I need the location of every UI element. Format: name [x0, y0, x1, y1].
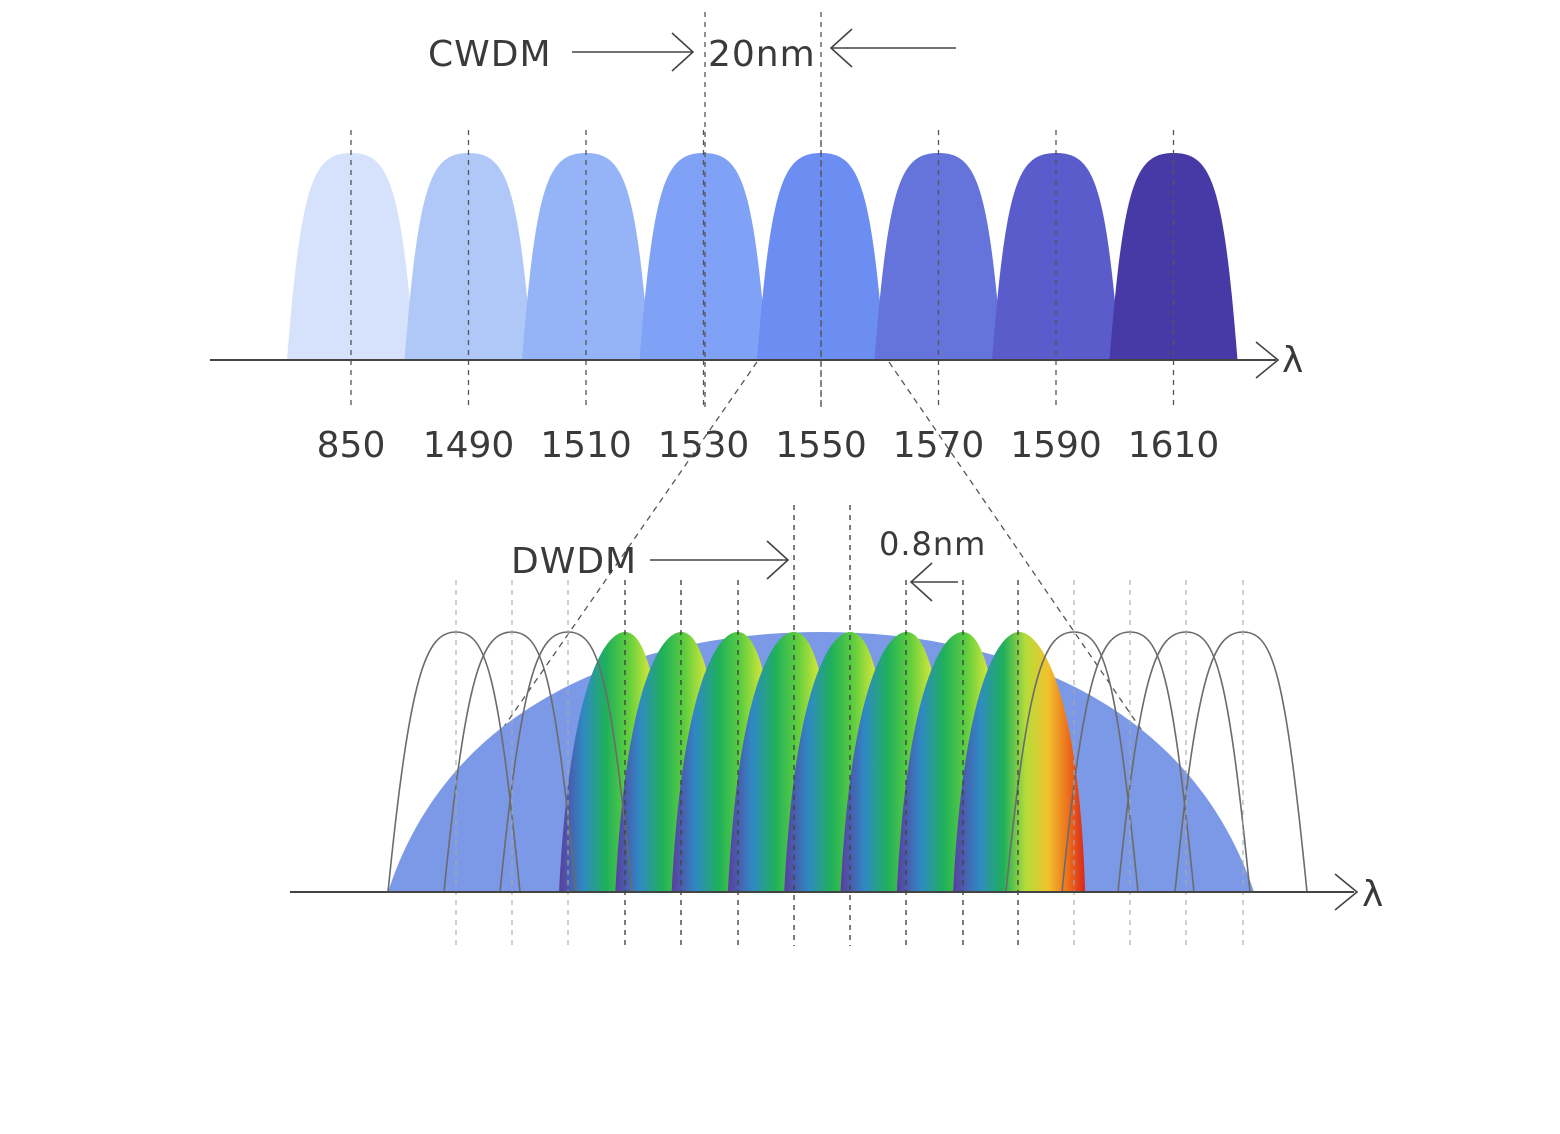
- cwdm-axis-arrowhead: [1255, 341, 1280, 379]
- dwdm-channel-markers: [455, 505, 1244, 946]
- cwdm-tick-1610: 1610: [1128, 425, 1220, 466]
- cwdm-tick-1490: 1490: [423, 425, 515, 466]
- dwdm-colored-channels: [559, 632, 1086, 892]
- cwdm-channel-peak-1530: [639, 153, 768, 360]
- cwdm-channel-peaks: [287, 153, 1238, 360]
- cwdm-channel-peak-1610: [1109, 153, 1238, 360]
- cwdm-right-arrow: [572, 32, 695, 72]
- cwdm-channel-peak-1490: [404, 153, 533, 360]
- cwdm-tick-1510: 1510: [540, 425, 632, 466]
- cwdm-tick-labels: 850 1490 1510 1530 1550 1570 1590 1610: [317, 425, 1220, 466]
- cwdm-channel-peak-850: [287, 153, 415, 360]
- cwdm-tick-850: 850: [317, 425, 386, 466]
- dwdm-axis-lambda: λ: [1362, 874, 1383, 915]
- dwdm-axis-arrowhead: [1334, 873, 1359, 911]
- dwdm-left-arrow: [909, 562, 958, 602]
- dwdm-colored-channel-8: [953, 632, 1086, 892]
- cwdm-axis-lambda: λ: [1282, 340, 1303, 381]
- cwdm-tick-1590: 1590: [1010, 425, 1102, 466]
- cwdm-label: CWDM: [428, 34, 552, 75]
- cwdm-left-arrow: [829, 28, 956, 68]
- dwdm-right-arrow: [650, 540, 790, 580]
- cwdm-channel-peak-1510: [522, 153, 650, 360]
- cwdm-channel-peak-1590: [992, 153, 1120, 360]
- cwdm-spacing-label: 20nm: [708, 34, 816, 75]
- cwdm-channel-peak-1570: [874, 153, 1003, 360]
- dwdm-spacing-label: 0.8nm: [879, 525, 986, 563]
- cwdm-tick-1550: 1550: [775, 425, 867, 466]
- cwdm-tick-1530: 1530: [658, 425, 750, 466]
- cwdm-tick-1570: 1570: [893, 425, 985, 466]
- dwdm-label: DWDM: [511, 541, 637, 582]
- bottom-fade: [600, 950, 1040, 1080]
